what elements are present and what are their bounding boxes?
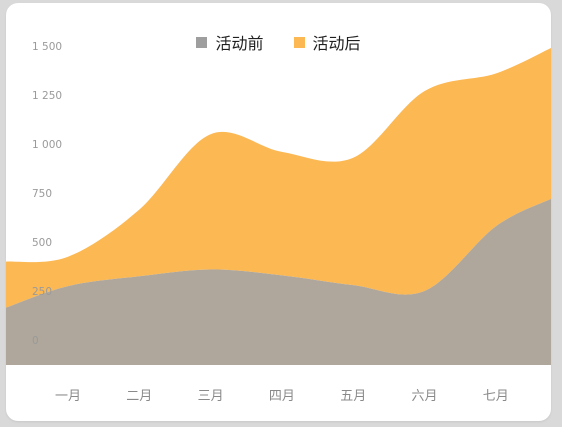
series-area-after[interactable] (6, 47, 551, 308)
series-area-before[interactable] (6, 198, 551, 365)
y-tick-label: 750 (32, 188, 52, 200)
x-tick-label: 三月 (198, 389, 224, 404)
y-tick-label: 0 (32, 335, 39, 347)
legend-swatch-before (196, 36, 208, 48)
chart-card: 活动前 活动后 1 500 1 250 1 000 750 500 250 0 一月 二月 三月… (6, 3, 551, 421)
x-tick-label: 六月 (411, 389, 437, 404)
y-tick-label: 250 (32, 286, 52, 298)
legend-label-after: 活动后 (312, 34, 361, 53)
x-tick-label: 四月 (269, 389, 295, 404)
legend-item-before[interactable]: 活动前 (196, 30, 264, 54)
x-tick-label: 七月 (483, 389, 509, 404)
area-chart: 1 500 1 250 1 000 750 500 250 0 一月 二月 三月 四月 五月 六月 七月 (6, 41, 551, 404)
x-tick-label: 一月 (55, 389, 81, 404)
legend-label-before: 活动前 (215, 34, 264, 53)
x-tick-label: 五月 (340, 389, 366, 404)
legend-swatch-after (293, 36, 305, 48)
x-tick-label: 二月 (126, 389, 152, 404)
legend: 活动前 活动后 (6, 30, 551, 54)
y-tick-label: 1 500 (32, 41, 62, 53)
y-tick-label: 500 (32, 237, 52, 249)
y-tick-label: 1 250 (32, 90, 62, 102)
y-tick-label: 1 000 (32, 139, 62, 151)
legend-item-after[interactable]: 活动后 (293, 30, 361, 54)
